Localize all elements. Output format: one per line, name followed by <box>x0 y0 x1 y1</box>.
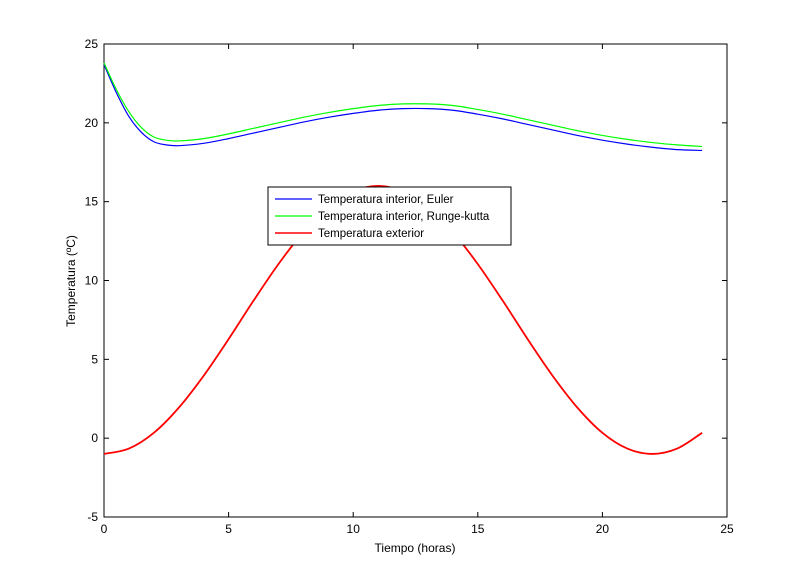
x-tick-label: 5 <box>225 522 232 536</box>
y-tick-label: 15 <box>85 195 99 209</box>
y-tick-label: 10 <box>85 274 99 288</box>
series-line-euler <box>103 64 703 152</box>
y-tick-label: 0 <box>91 431 98 445</box>
legend-label-euler: Temperatura interior, Euler <box>318 194 454 206</box>
x-tick-label: 15 <box>471 522 485 536</box>
y-tick-label: 25 <box>85 37 99 51</box>
legend-label-exterior: Temperatura exterior <box>318 228 424 240</box>
plot-area <box>103 43 728 518</box>
x-tick-label: 10 <box>347 522 361 536</box>
y-axis-title: Temperatura (ºC) <box>64 235 78 327</box>
x-tick-label: 25 <box>720 522 734 536</box>
x-tick-label: 0 <box>101 522 108 536</box>
y-tick-label: 20 <box>85 116 99 130</box>
x-axis-title: Tiempo (horas) <box>375 541 456 555</box>
legend-label-runge-kutta: Temperatura interior, Runge-kutta <box>318 211 490 223</box>
series-line-runge-kutta <box>103 62 703 148</box>
x-tick-label: 20 <box>596 522 610 536</box>
y-tick-label: 5 <box>91 352 98 366</box>
legend: Temperatura interior, Euler Temperatura … <box>267 186 512 246</box>
y-tick-label: -5 <box>87 510 98 524</box>
